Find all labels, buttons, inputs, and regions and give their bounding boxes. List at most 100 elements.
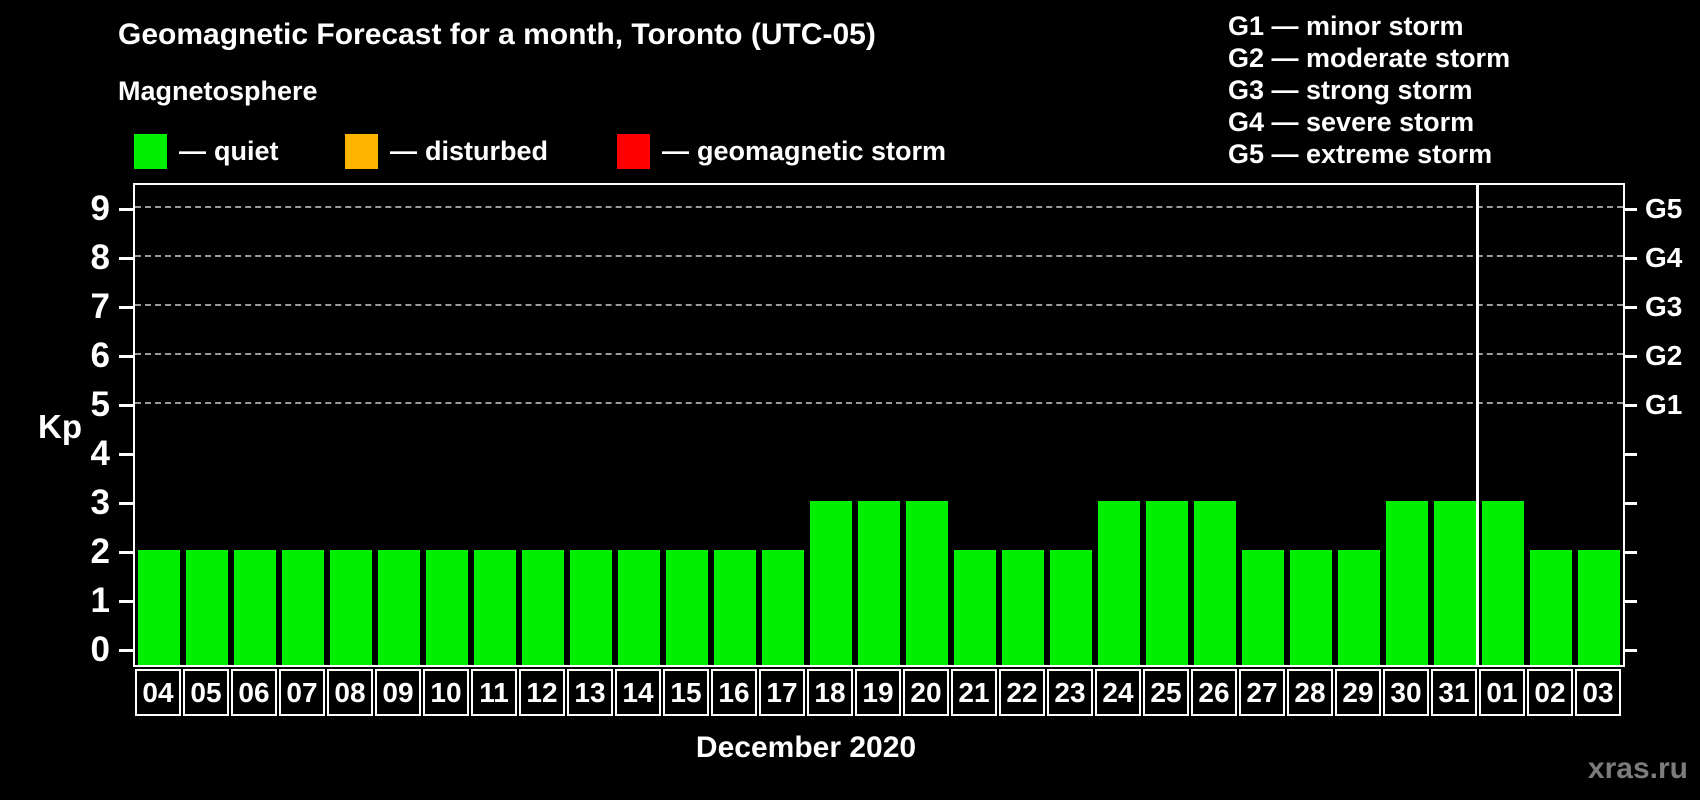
kp-bar-day-22	[1002, 550, 1044, 665]
date-box-01: 01	[1479, 669, 1525, 716]
magnetosphere-subtitle: Magnetosphere	[118, 76, 318, 106]
y-tick-label-3: 3	[90, 483, 110, 522]
legend-label: quiet	[214, 135, 279, 166]
kp-bar-day-24	[1098, 501, 1140, 665]
date-box-21: 21	[951, 669, 997, 716]
kp-bar-day-06	[234, 550, 276, 665]
kp-bar-day-03	[1578, 550, 1620, 665]
y-tick-label-1: 1	[90, 581, 110, 620]
date-box-14: 14	[615, 669, 661, 716]
date-box-17: 17	[759, 669, 805, 716]
storm-scale-line-g1: G1 — minor storm	[1228, 11, 1464, 41]
y-axis-tick-left	[119, 306, 133, 309]
gridline-kp5	[135, 402, 1623, 404]
y-tick-label-9: 9	[90, 189, 110, 228]
y-axis-tick-left	[119, 649, 133, 652]
y-axis-tick-right	[1623, 502, 1637, 505]
y-axis-tick-left	[119, 208, 133, 211]
legend-swatch-icon	[345, 133, 378, 169]
legend-dash: —	[390, 135, 417, 166]
kp-bar-day-10	[426, 550, 468, 665]
date-box-29: 29	[1335, 669, 1381, 716]
y-tick-label-4: 4	[90, 434, 110, 473]
y-axis-tick-right	[1623, 600, 1637, 603]
y-axis-tick-left	[119, 502, 133, 505]
y-axis-tick-left	[119, 600, 133, 603]
date-box-23: 23	[1047, 669, 1093, 716]
date-box-24: 24	[1095, 669, 1141, 716]
date-box-07: 07	[279, 669, 325, 716]
legend-swatch-icon	[617, 133, 650, 169]
y-axis-tick-right	[1623, 453, 1637, 456]
y-axis-tick-left	[119, 355, 133, 358]
y-tick-label-0: 0	[90, 630, 110, 669]
kp-bar-day-09	[378, 550, 420, 665]
date-box-08: 08	[327, 669, 373, 716]
right-axis-label-g3: G3	[1645, 291, 1683, 322]
y-axis-tick-right	[1623, 649, 1637, 652]
kp-bar-day-25	[1146, 501, 1188, 665]
date-box-25: 25	[1143, 669, 1189, 716]
legend-label: disturbed	[425, 135, 549, 166]
kp-bar-day-04	[138, 550, 180, 665]
gridline-kp7	[135, 304, 1623, 306]
kp-bar-day-26	[1194, 501, 1236, 665]
storm-scale-line-g2: G2 — moderate storm	[1228, 43, 1511, 73]
month-separator-line	[1476, 185, 1479, 665]
kp-bar-day-08	[330, 550, 372, 665]
right-axis-label-g1: G1	[1645, 389, 1683, 420]
y-axis-tick-left	[119, 404, 133, 407]
x-axis-label: December 2020	[695, 731, 917, 764]
kp-bar-day-14	[618, 550, 660, 665]
page-title: Geomagnetic Forecast for a month, Toront…	[118, 18, 876, 51]
legend-item-quiet: — quiet	[134, 131, 279, 171]
kp-bar-day-31	[1434, 501, 1476, 665]
storm-scale-line-g5: G5 — extreme storm	[1228, 139, 1493, 169]
legend-dash: —	[662, 135, 689, 166]
kp-bar-day-30	[1386, 501, 1428, 665]
kp-bar-day-19	[858, 501, 900, 665]
y-axis-tick-left	[119, 257, 133, 260]
gridline-kp6	[135, 353, 1623, 355]
y-axis-tick-left	[119, 453, 133, 456]
kp-bar-day-17	[762, 550, 804, 665]
y-axis-tick-right	[1623, 306, 1637, 309]
date-box-13: 13	[567, 669, 613, 716]
date-box-18: 18	[807, 669, 853, 716]
date-box-03: 03	[1575, 669, 1621, 716]
y-axis-tick-right	[1623, 551, 1637, 554]
date-box-15: 15	[663, 669, 709, 716]
y-axis-tick-left	[119, 551, 133, 554]
kp-bar-day-02	[1530, 550, 1572, 665]
kp-bar-day-01	[1482, 501, 1524, 665]
date-box-09: 09	[375, 669, 421, 716]
kp-bar-day-27	[1242, 550, 1284, 665]
right-axis-label-g4: G4	[1645, 242, 1683, 273]
kp-bar-day-23	[1050, 550, 1092, 665]
y-axis-label: Kp	[38, 408, 82, 445]
date-box-10: 10	[423, 669, 469, 716]
date-box-12: 12	[519, 669, 565, 716]
legend-label: geomagnetic storm	[697, 135, 947, 166]
date-box-16: 16	[711, 669, 757, 716]
kp-bar-day-20	[906, 501, 948, 665]
y-tick-label-7: 7	[90, 287, 110, 326]
plot-area	[133, 183, 1625, 667]
gridline-kp9	[135, 206, 1623, 208]
kp-bar-day-07	[282, 550, 324, 665]
kp-bar-day-15	[666, 550, 708, 665]
color-legend: — quiet — disturbed — geomagnetic storm	[0, 131, 1100, 171]
date-box-20: 20	[903, 669, 949, 716]
date-box-11: 11	[471, 669, 517, 716]
date-box-30: 30	[1383, 669, 1429, 716]
kp-bar-day-16	[714, 550, 756, 665]
kp-bar-day-29	[1338, 550, 1380, 665]
y-tick-label-5: 5	[90, 385, 110, 424]
y-tick-label-6: 6	[90, 336, 110, 375]
kp-bar-day-28	[1290, 550, 1332, 665]
storm-scale-line-g4: G4 — severe storm	[1228, 107, 1475, 137]
watermark: xras.ru	[1587, 752, 1688, 785]
date-box-22: 22	[999, 669, 1045, 716]
legend-item-disturbed: — disturbed	[345, 131, 548, 171]
